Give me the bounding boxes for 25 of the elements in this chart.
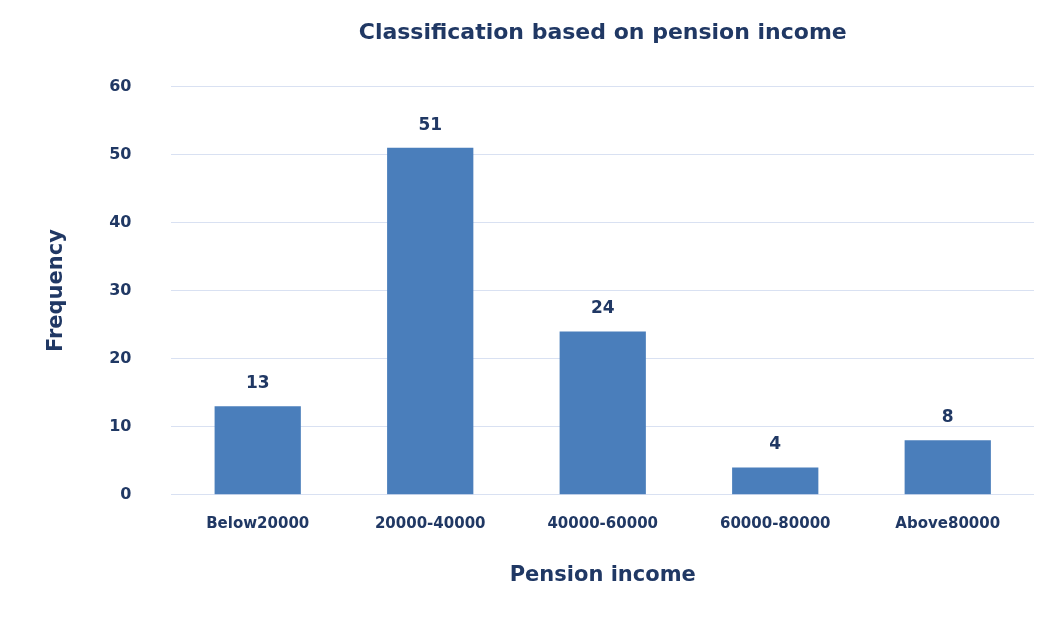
data-label: 24: [590, 297, 615, 318]
bar: [214, 406, 301, 495]
x-tick-label: Below20000: [206, 513, 310, 532]
data-label: 13: [245, 372, 270, 393]
x-tick-label: 40000-60000: [547, 513, 659, 532]
x-axis-title: Pension income: [509, 561, 696, 586]
y-axis-title: Frequency: [43, 228, 68, 353]
y-tick-label: 0: [120, 483, 132, 503]
x-tick-label: 60000-80000: [719, 513, 831, 532]
y-tick-label: 40: [109, 211, 132, 231]
y-tick-label: 20: [109, 347, 132, 367]
x-tick-label: 20000-40000: [374, 513, 486, 532]
chart-title: Classification based on pension income: [358, 18, 847, 44]
data-label: 4: [769, 433, 782, 454]
data-label: 51: [418, 113, 443, 134]
y-tick-label: 60: [109, 75, 132, 95]
y-tick-label: 30: [109, 279, 132, 299]
bar: [732, 467, 819, 495]
y-tick-label: 50: [109, 143, 132, 163]
bar: [387, 147, 474, 495]
bar: [559, 331, 646, 495]
data-label: 8: [941, 406, 954, 427]
y-tick-label: 10: [109, 415, 132, 435]
bar: [904, 440, 991, 495]
x-tick-label: Above80000: [895, 513, 1001, 532]
